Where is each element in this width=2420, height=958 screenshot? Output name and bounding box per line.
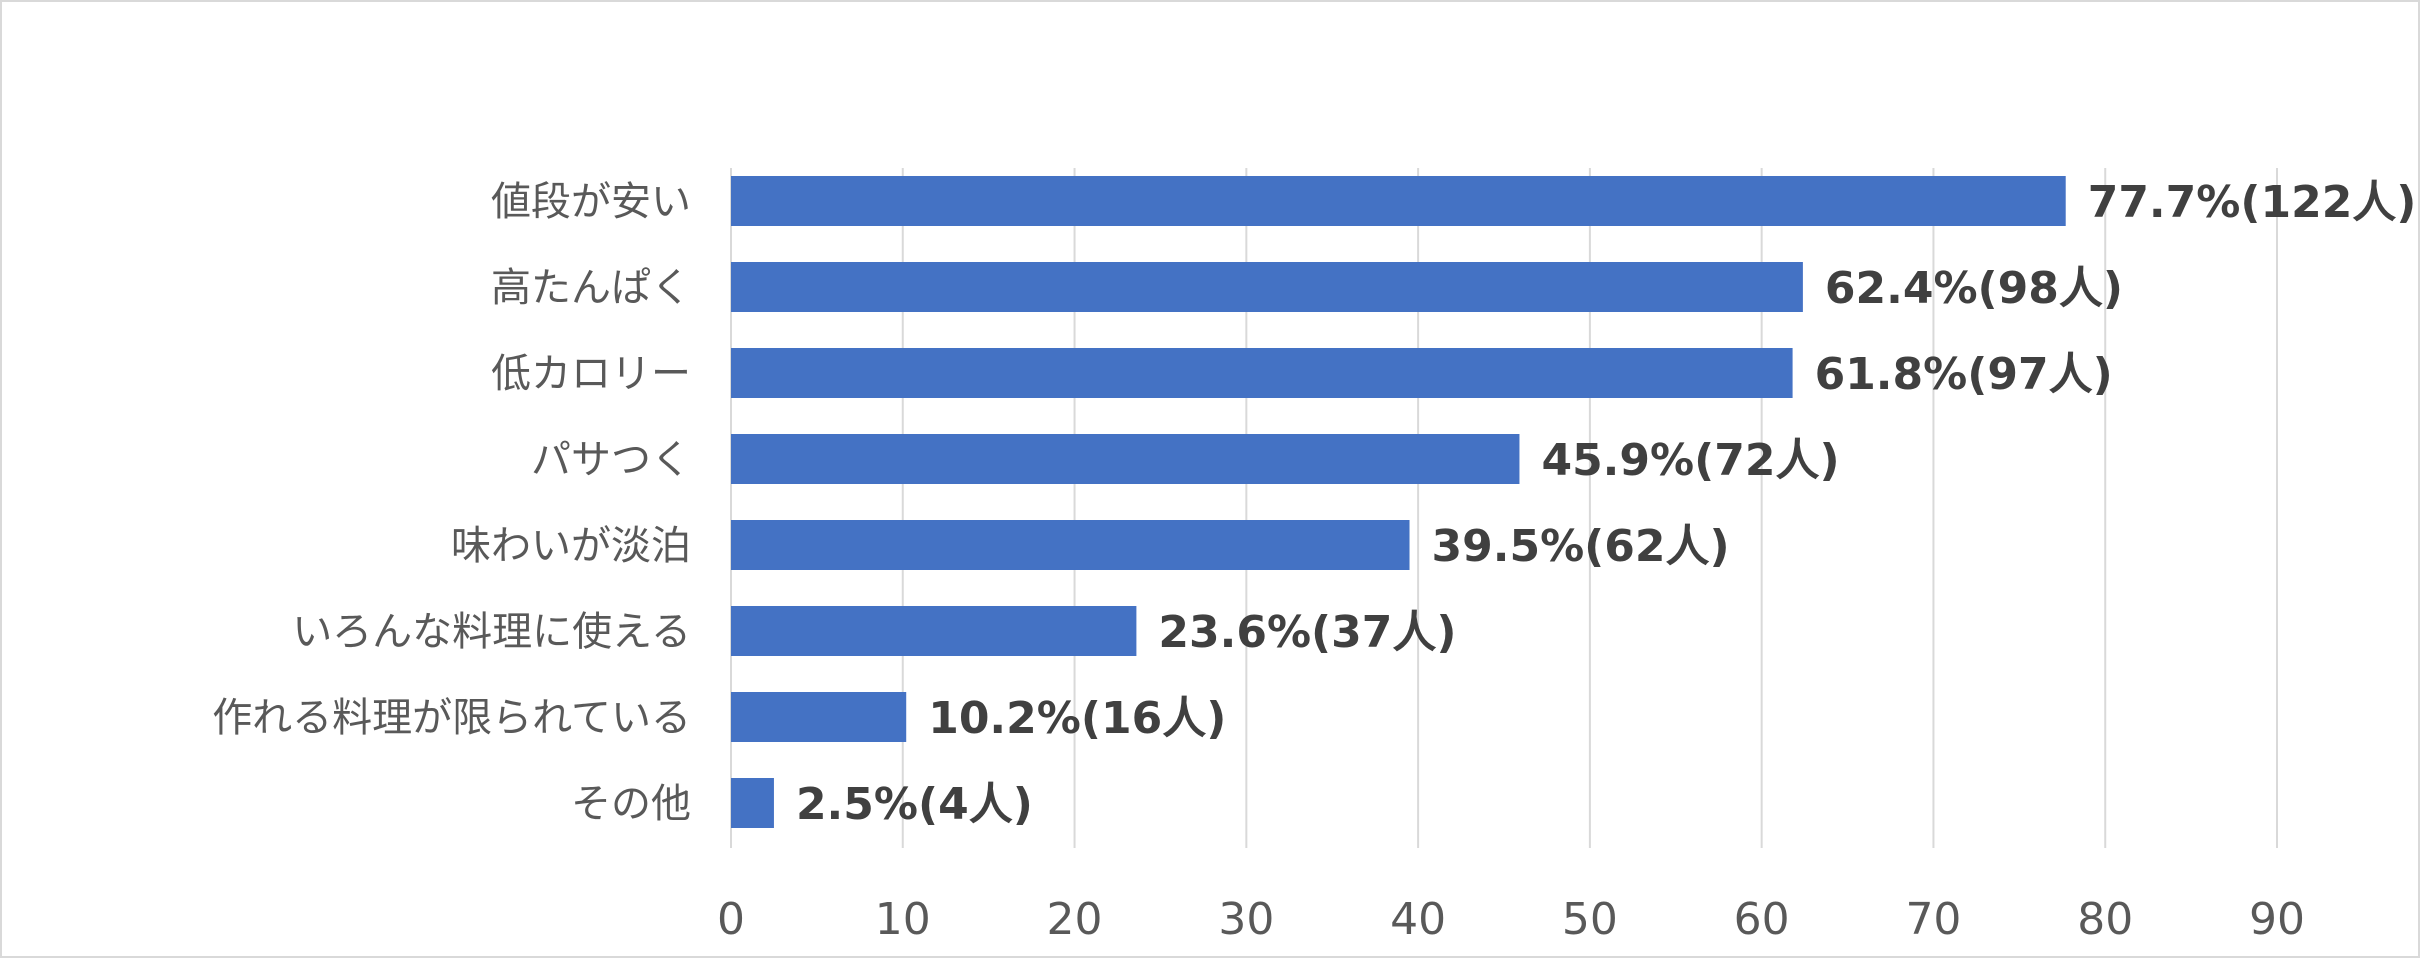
bar: [731, 692, 907, 742]
category-label: いろんな料理に使える: [292, 609, 691, 655]
bar: [731, 520, 1410, 570]
x-tick-label: 60: [1734, 894, 1790, 945]
data-label: 45.9%(72人): [1541, 435, 1839, 486]
data-label: 62.4%(98人): [1825, 263, 2123, 314]
category-label: 低カロリー: [491, 351, 691, 397]
x-tick-label: 0: [717, 894, 745, 945]
x-tick-label: 20: [1047, 894, 1103, 945]
x-tick-label: 90: [2249, 894, 2305, 945]
bar: [731, 606, 1137, 656]
x-tick-label: 40: [1390, 894, 1446, 945]
category-label: 味わいが淡泊: [451, 523, 691, 569]
x-tick-label: 80: [2077, 894, 2133, 945]
bars: [731, 176, 2066, 828]
data-label: 77.7%(122人): [2088, 177, 2417, 228]
x-tick-labels: 0 10 20 30 40 50 60 70 80 90: [717, 894, 2305, 945]
bar: [731, 348, 1793, 398]
category-label: 作れる料理が限られている: [212, 695, 691, 741]
bar: [731, 262, 1803, 312]
data-label: 10.2%(16人): [928, 693, 1226, 744]
category-label: 高たんぱく: [491, 265, 691, 311]
data-label: 39.5%(62人): [1432, 521, 1730, 572]
category-label: その他: [571, 781, 691, 827]
x-tick-label: 10: [875, 894, 931, 945]
category-labels: 値段が安い高たんぱく低カロリーパサつく味わいが淡泊いろんな料理に使える作れる料理…: [212, 179, 691, 827]
data-label: 2.5%(4人): [796, 779, 1033, 830]
bar: [731, 176, 2066, 226]
category-label: パサつく: [531, 437, 691, 483]
x-tick-label: 70: [1905, 894, 1961, 945]
data-label: 23.6%(37人): [1158, 607, 1456, 658]
data-label: 61.8%(97人): [1815, 349, 2113, 400]
bar: [731, 778, 774, 828]
data-labels: 77.7%(122人) 62.4%(98人) 61.8%(97人) 45.9%(72人…: [796, 177, 2416, 830]
bar: [731, 434, 1520, 484]
category-label: 値段が安い: [491, 179, 691, 225]
x-tick-label: 30: [1218, 894, 1274, 945]
x-tick-label: 50: [1562, 894, 1618, 945]
